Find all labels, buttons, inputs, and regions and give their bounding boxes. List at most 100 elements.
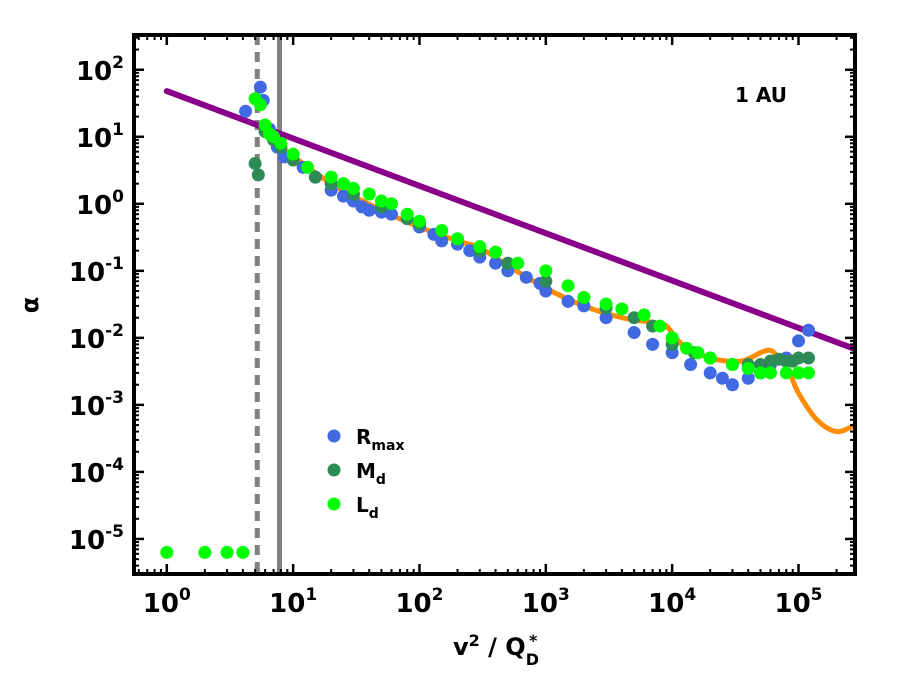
point-l-d	[324, 170, 338, 184]
y-tick-label: 102	[76, 53, 124, 87]
x-axis-label-sup: 2	[469, 631, 480, 650]
legend: Rmax Md Ld	[327, 425, 404, 522]
point-r-max	[802, 323, 816, 337]
point-l-d	[412, 214, 426, 228]
point-r-max	[253, 80, 267, 94]
x-tick-label: 102	[395, 585, 443, 619]
point-r-max	[336, 189, 350, 203]
point-r-max	[463, 244, 477, 258]
point-r-max	[561, 294, 575, 308]
point-l-d	[539, 264, 553, 278]
point-l-d	[653, 319, 667, 333]
point-l-d	[741, 361, 755, 375]
legend-label-r-max: Rmax	[356, 425, 404, 454]
point-r-max	[435, 234, 449, 248]
point-l-d	[435, 223, 449, 237]
y-tick-label: 10-3	[69, 388, 124, 422]
point-l-d	[236, 545, 250, 559]
point-l-d	[473, 240, 487, 254]
lines-layer	[163, 35, 855, 574]
point-r-max	[792, 334, 806, 348]
point-l-d	[680, 341, 694, 355]
point-r-max	[684, 358, 698, 372]
x-axis-label-sub: D	[526, 650, 539, 669]
point-l-d	[253, 98, 267, 112]
point-l-d	[198, 545, 212, 559]
point-r-max	[703, 366, 717, 380]
point-l-d	[577, 291, 591, 305]
x-axis-label-base: v	[453, 633, 469, 661]
point-l-d	[763, 366, 777, 380]
point-m-d	[539, 274, 553, 288]
point-l-d	[374, 194, 388, 208]
legend-label-l-d: Ld	[356, 493, 379, 522]
legend-marker-l-d	[327, 497, 341, 511]
y-tick-label: 101	[76, 120, 124, 154]
point-l-d	[792, 366, 806, 380]
y-tick-label: 100	[76, 187, 124, 221]
point-r-max	[362, 203, 376, 217]
point-l-d	[615, 302, 629, 316]
x-tick-label: 104	[648, 585, 696, 619]
point-l-d	[779, 366, 793, 380]
legend-label-m-d: Md	[356, 459, 386, 488]
point-l-d	[400, 207, 414, 221]
points-layer	[160, 80, 816, 559]
labels-layer: 1 AU α v2 / QD*	[16, 83, 787, 669]
point-l-d	[561, 279, 575, 293]
point-m-d	[501, 256, 515, 270]
point-l-d	[802, 366, 816, 380]
point-l-d	[346, 181, 360, 195]
chart-annotation: 1 AU	[735, 83, 787, 107]
point-r-max	[725, 378, 739, 392]
point-r-max	[741, 371, 755, 385]
point-l-d	[511, 256, 525, 270]
point-m-d	[802, 351, 816, 365]
legend-marker-r-max	[327, 429, 341, 443]
point-l-d	[637, 308, 651, 322]
point-l-d	[274, 136, 288, 150]
x-tick-label: 103	[522, 585, 570, 619]
x-axis-label: v2 / QD*	[453, 631, 539, 669]
ticks-layer: 100 101 102 103 104 105 10-5 10-4 10-3 10-2 10-1 10…	[69, 35, 855, 619]
point-r-max	[599, 311, 613, 325]
point-l-d	[286, 147, 300, 161]
x-tick-label: 105	[774, 585, 822, 619]
point-r-max	[239, 104, 253, 118]
y-tick-label: 10-5	[69, 522, 124, 556]
point-r-max	[489, 256, 503, 270]
x-axis-label-sup2: *	[529, 631, 538, 650]
point-r-max	[646, 337, 660, 351]
point-r-max	[715, 371, 729, 385]
point-m-d	[248, 156, 262, 170]
point-m-d	[627, 311, 641, 325]
plot-frame	[132, 33, 857, 576]
legend-marker-m-d	[327, 463, 341, 477]
point-l-d	[753, 366, 767, 380]
point-m-d	[308, 170, 322, 184]
x-tick-label: 100	[143, 585, 191, 619]
point-l-d	[725, 358, 739, 372]
point-l-d	[301, 160, 315, 174]
point-l-d	[220, 545, 234, 559]
point-m-d	[251, 168, 265, 182]
point-l-d	[384, 197, 398, 211]
point-l-d	[160, 545, 174, 559]
point-l-d	[665, 331, 679, 345]
point-l-d	[451, 232, 465, 246]
point-l-d	[703, 351, 717, 365]
x-axis-label-mid: / Q	[480, 633, 526, 661]
y-axis-label: α	[16, 297, 44, 314]
point-m-d	[792, 351, 806, 365]
point-r-max	[539, 284, 553, 298]
point-r-max	[627, 326, 641, 340]
y-tick-label: 10-4	[69, 455, 124, 489]
power-law-line	[163, 88, 855, 353]
y-tick-label: 10-2	[69, 321, 124, 355]
point-r-max	[519, 270, 533, 284]
point-l-d	[691, 346, 705, 360]
y-tick-label: 10-1	[69, 254, 124, 288]
point-l-d	[362, 187, 376, 201]
x-tick-label: 101	[269, 585, 317, 619]
